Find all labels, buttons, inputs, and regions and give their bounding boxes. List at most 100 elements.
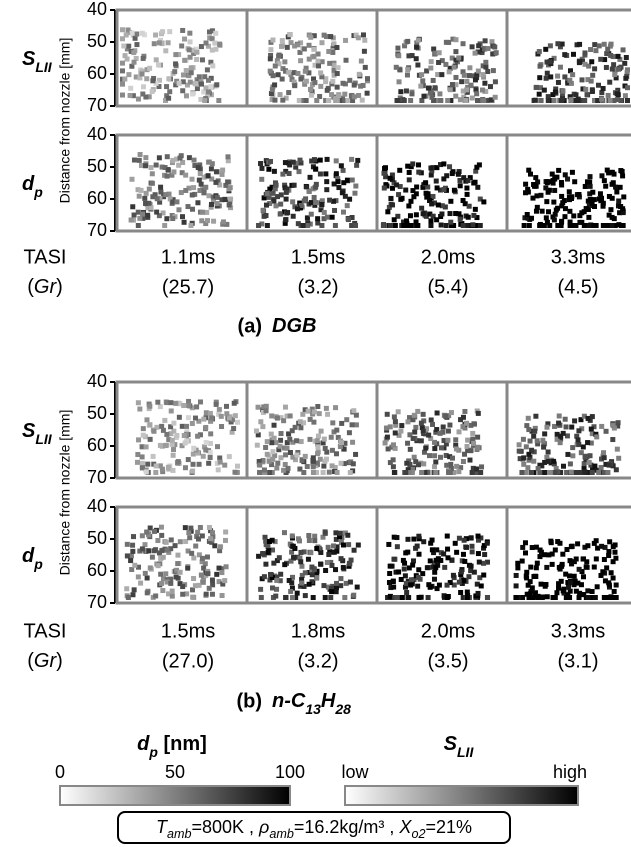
- image-panel: [375, 133, 509, 233]
- blob-pixel: [294, 438, 300, 444]
- blob-pixel: [552, 470, 558, 475]
- blob-pixel: [135, 187, 141, 193]
- blob-pixel: [164, 579, 170, 585]
- blob-pixel: [284, 445, 290, 451]
- blob-pixel: [562, 206, 568, 212]
- blob-pixel: [449, 171, 455, 177]
- blob-pixel: [309, 564, 315, 570]
- blob-pixel: [438, 162, 444, 168]
- blob-pixel: [406, 53, 412, 59]
- blob-pixel: [582, 454, 588, 460]
- blob-pixel: [342, 595, 348, 600]
- blob-pixel: [208, 75, 214, 81]
- blob-pixel: [615, 420, 621, 426]
- blob-pixel: [149, 171, 155, 177]
- blob-pixel: [460, 459, 466, 465]
- blob-pixel: [581, 461, 587, 467]
- blob-pixel: [335, 176, 341, 182]
- blob-pixel: [578, 450, 584, 456]
- y-tick-label: 50: [87, 31, 107, 51]
- blob-pixel: [445, 428, 451, 434]
- text-run: LII: [35, 59, 52, 75]
- blob-pixel: [195, 433, 201, 439]
- blob-pixel: [175, 552, 181, 558]
- y-tick-label: 60: [87, 188, 107, 208]
- blob-pixel: [575, 580, 581, 586]
- blob-pixel: [303, 78, 309, 84]
- blob-pixel: [567, 219, 573, 225]
- blob-pixel: [601, 595, 607, 600]
- blob-pixel: [295, 536, 301, 542]
- blob-pixel: [543, 582, 549, 588]
- blob-pixel: [259, 221, 265, 227]
- caption-title: n-C13H28: [272, 690, 351, 716]
- blob-pixel: [164, 93, 170, 99]
- blob-pixel: [327, 549, 333, 555]
- blob-pixel: [581, 465, 587, 471]
- blob-pixel: [431, 576, 437, 582]
- blob-pixel: [416, 162, 422, 168]
- blob-pixel: [547, 223, 553, 228]
- blob-pixel: [449, 55, 455, 61]
- blob-pixel: [153, 469, 159, 475]
- blob-pixel: [229, 417, 235, 423]
- blob-pixel: [322, 529, 328, 535]
- blob-pixel: [519, 470, 525, 475]
- blob-pixel: [548, 538, 554, 544]
- blob-pixel: [189, 550, 195, 556]
- blob-pixel: [422, 470, 428, 475]
- blob-pixel: [410, 161, 416, 167]
- blob-pixel: [160, 588, 166, 594]
- blob-pixel: [143, 190, 149, 196]
- blob-pixel: [276, 61, 282, 67]
- blob-pixel: [315, 51, 321, 57]
- y-tick-label: 40: [87, 124, 107, 144]
- blob-pixel: [283, 196, 289, 202]
- time-label: 1.8ms: [291, 620, 345, 642]
- blob-pixel: [456, 469, 462, 475]
- blob-pixel: [440, 424, 446, 430]
- blob-pixel: [196, 552, 202, 558]
- blob-pixel: [311, 409, 317, 415]
- blob-pixel: [347, 470, 353, 475]
- blob-pixel: [168, 431, 174, 437]
- blob-pixel: [478, 583, 484, 589]
- blob-pixel: [278, 571, 284, 577]
- text-run: 13: [305, 701, 321, 717]
- blob-pixel: [420, 184, 426, 190]
- blob-pixel: [353, 183, 359, 189]
- blob-pixel: [164, 431, 170, 437]
- blob-pixel: [153, 463, 159, 469]
- blob-pixel: [164, 84, 170, 90]
- blob-pixel: [538, 98, 544, 103]
- blob-pixel: [587, 196, 593, 202]
- blob-pixel: [599, 543, 605, 549]
- blob-pixel: [444, 462, 450, 468]
- blob-pixel: [176, 162, 182, 168]
- blob-pixel: [447, 87, 453, 93]
- blob-pixel: [587, 183, 593, 189]
- blob-pixel: [481, 572, 487, 578]
- blob-pixel: [338, 576, 344, 582]
- blob-pixel: [436, 59, 442, 65]
- blob-pixel: [567, 573, 573, 579]
- blob-pixel: [384, 411, 390, 417]
- text-run: amb: [269, 827, 294, 841]
- blob-pixel: [407, 446, 413, 452]
- blob-pixel: [544, 219, 550, 225]
- blob-pixel: [588, 78, 594, 84]
- blob-pixel: [159, 580, 165, 586]
- blob-pixel: [385, 595, 391, 600]
- blob-pixel: [133, 56, 139, 62]
- blob-pixel: [323, 79, 329, 85]
- blob-pixel: [443, 61, 449, 67]
- blob-pixel: [186, 155, 192, 161]
- blob-pixel: [213, 30, 219, 36]
- blob-pixel: [334, 580, 340, 586]
- blob-pixel: [222, 462, 228, 468]
- row-header: (Gr): [27, 650, 63, 672]
- text-run: ): [56, 650, 63, 672]
- blob-pixel: [386, 579, 392, 585]
- blob-pixel: [126, 72, 132, 78]
- blob-pixel: [338, 163, 344, 169]
